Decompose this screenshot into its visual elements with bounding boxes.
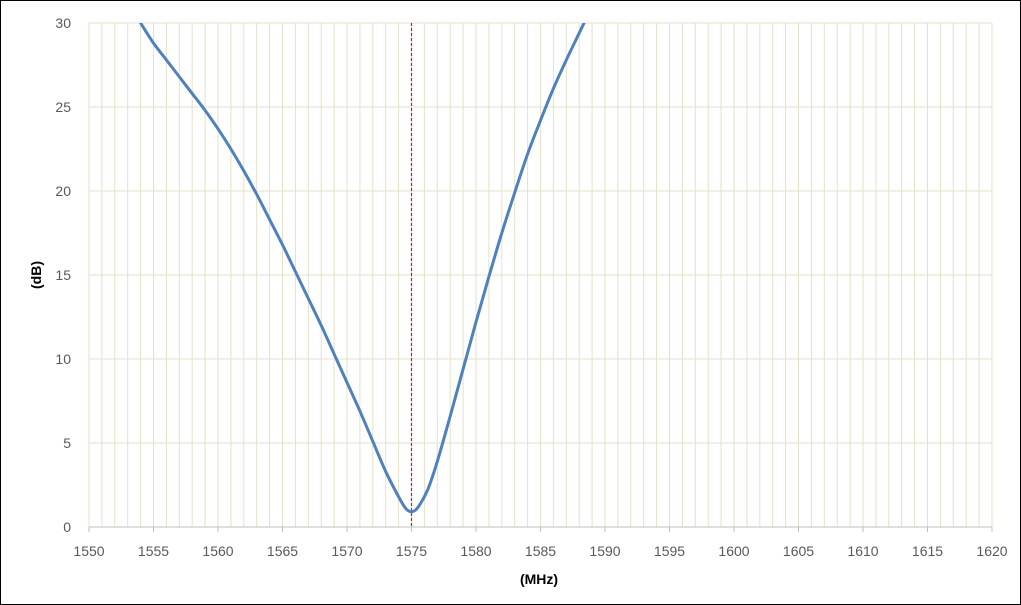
- series-line: [139, 23, 586, 514]
- x-tick-label: 1585: [525, 543, 556, 559]
- x-tick-label: 1550: [73, 543, 104, 559]
- x-axis-title: (MHz): [520, 571, 558, 587]
- axes: [88, 526, 993, 532]
- series: [139, 23, 586, 514]
- grid: [88, 22, 993, 528]
- x-tick-label: 1610: [847, 543, 878, 559]
- y-tick-label: 15: [55, 267, 71, 283]
- x-tick-label: 1605: [783, 543, 814, 559]
- y-tick-label: 20: [55, 183, 71, 199]
- x-tick-label: 1555: [138, 543, 169, 559]
- x-tick-label: 1580: [460, 543, 491, 559]
- x-tick-label: 1620: [976, 543, 1007, 559]
- x-tick-label: 1595: [654, 543, 685, 559]
- x-tick-label: 1565: [267, 543, 298, 559]
- x-tick-label: 1590: [589, 543, 620, 559]
- y-tick-label: 0: [63, 519, 71, 535]
- x-tick-labels: 1550 1555 1560 1565 1570 1575 1580 1585 1590 1595…: [73, 543, 1007, 559]
- y-axis-title: (dB): [28, 261, 44, 289]
- x-tick-label: 1575: [396, 543, 427, 559]
- x-tick-label: 1560: [202, 543, 233, 559]
- x-tick-label: 1615: [912, 543, 943, 559]
- y-tick-label: 25: [55, 99, 71, 115]
- y-tick-label: 10: [55, 351, 71, 367]
- x-tick-label: 1570: [331, 543, 362, 559]
- y-tick-labels: 0 5 10 15 20 25 30: [55, 15, 71, 535]
- y-tick-label: 5: [63, 435, 71, 451]
- x-tick-label: 1600: [718, 543, 749, 559]
- y-tick-label: 30: [55, 15, 71, 31]
